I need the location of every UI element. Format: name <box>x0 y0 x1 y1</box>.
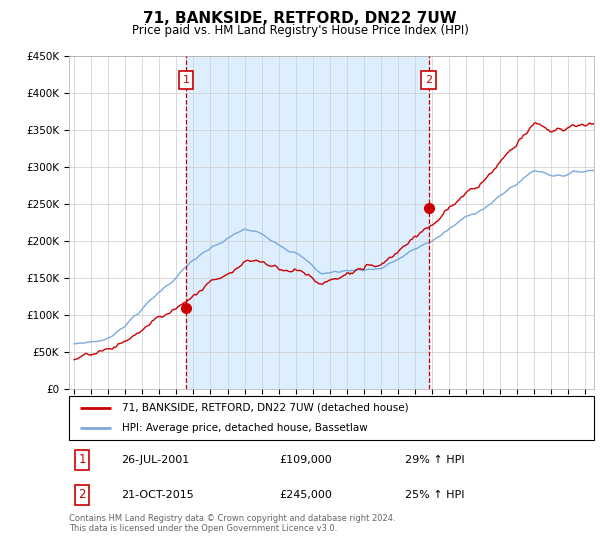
Text: 1: 1 <box>79 454 86 466</box>
Text: 21-OCT-2015: 21-OCT-2015 <box>121 490 194 500</box>
Text: £245,000: £245,000 <box>279 490 332 500</box>
Text: 2: 2 <box>425 74 432 85</box>
Text: 71, BANKSIDE, RETFORD, DN22 7UW (detached house): 71, BANKSIDE, RETFORD, DN22 7UW (detache… <box>121 403 408 413</box>
Text: 25% ↑ HPI: 25% ↑ HPI <box>405 490 464 500</box>
Text: 2: 2 <box>79 488 86 501</box>
Bar <box>186 56 428 389</box>
Text: 71, BANKSIDE, RETFORD, DN22 7UW: 71, BANKSIDE, RETFORD, DN22 7UW <box>143 11 457 26</box>
Text: 29% ↑ HPI: 29% ↑ HPI <box>405 455 464 465</box>
Text: 26-JUL-2001: 26-JUL-2001 <box>121 455 190 465</box>
Text: £109,000: £109,000 <box>279 455 332 465</box>
Text: 1: 1 <box>182 74 190 85</box>
Text: Contains HM Land Registry data © Crown copyright and database right 2024.
This d: Contains HM Land Registry data © Crown c… <box>69 514 395 534</box>
FancyBboxPatch shape <box>69 396 594 440</box>
Text: HPI: Average price, detached house, Bassetlaw: HPI: Average price, detached house, Bass… <box>121 423 367 433</box>
Text: Price paid vs. HM Land Registry's House Price Index (HPI): Price paid vs. HM Land Registry's House … <box>131 24 469 36</box>
